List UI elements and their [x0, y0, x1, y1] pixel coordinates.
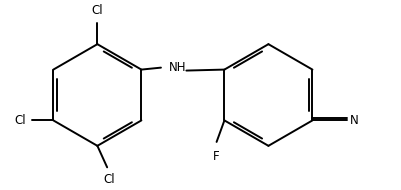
Text: Cl: Cl	[14, 114, 26, 127]
Text: Cl: Cl	[91, 4, 103, 17]
Text: F: F	[213, 150, 220, 163]
Text: N: N	[350, 114, 358, 127]
Text: Cl: Cl	[103, 173, 115, 186]
Text: NH: NH	[169, 61, 186, 74]
